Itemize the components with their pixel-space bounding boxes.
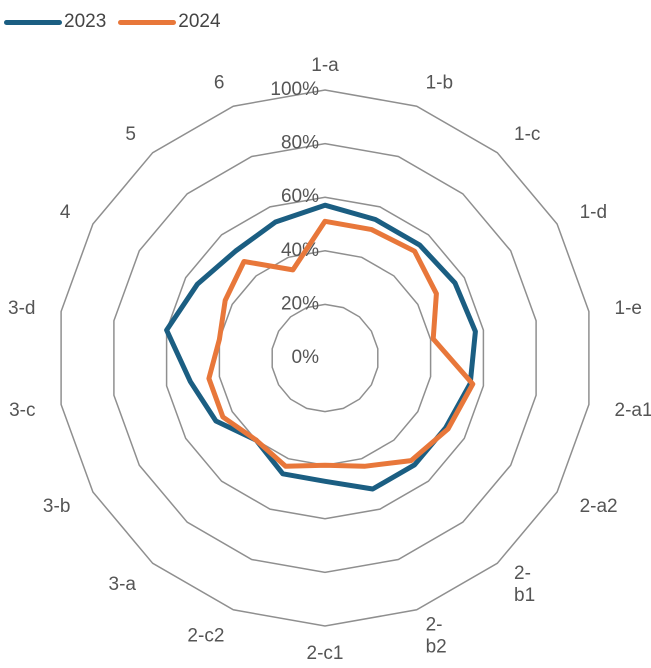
series-lines [164,202,478,492]
rtick-label: 100% [270,79,319,100]
legend-swatch-2024 [118,19,177,25]
category-label-3-d: 3-d [8,298,35,319]
category-label-1-d: 1-d [580,202,607,223]
category-label-3-c: 3-c [9,400,35,421]
rtick-label: 20% [281,293,319,314]
category-label-2-c2: 2-c2 [187,625,224,646]
category-label-2-b2: 2-b2 [426,614,447,657]
category-label-2-a1: 2-a1 [615,400,651,421]
grid-ring-80 [113,142,537,574]
legend-label-2024: 2024 [178,11,221,32]
category-label-3-a: 3-a [109,574,137,595]
grid-ring-20 [271,303,379,413]
legend-item-2024[interactable]: 2024 [118,11,221,33]
category-label-2-b1: 2-b1 [514,563,535,606]
series-line-2023 [164,202,478,492]
rtick-label: 60% [281,186,319,207]
legend: 2023 2024 [4,8,233,36]
legend-label-2023: 2023 [64,11,107,32]
grid-ring-60 [165,196,485,520]
series-line-2024 [206,218,476,469]
category-label-6: 6 [214,73,225,94]
category-labels: 1-a 1-b 1-c 1-d 1-e 2-a1 2-a2 2-b1 2-b2 2-c1 2-c2 3… [8,55,651,664]
category-label-1-e: 1-e [615,298,642,319]
legend-swatch-2023 [4,19,62,25]
category-label-1-a: 1-a [311,55,339,76]
category-label-1-c: 1-c [514,124,540,145]
grid-ring-40 [218,250,432,466]
category-label-4: 4 [60,202,71,223]
category-label-3-b: 3-b [43,496,70,517]
category-label-1-b: 1-b [426,73,453,94]
radar-grid [60,89,590,627]
rtick-label: 80% [281,133,319,154]
grid-ring-100 [60,89,590,627]
legend-item-2023[interactable]: 2023 [4,11,106,33]
category-label-2-a2: 2-a2 [580,496,618,517]
rtick-label: 0% [292,347,320,368]
category-label-2-c1: 2-c1 [307,643,344,664]
category-label-5: 5 [125,124,136,145]
